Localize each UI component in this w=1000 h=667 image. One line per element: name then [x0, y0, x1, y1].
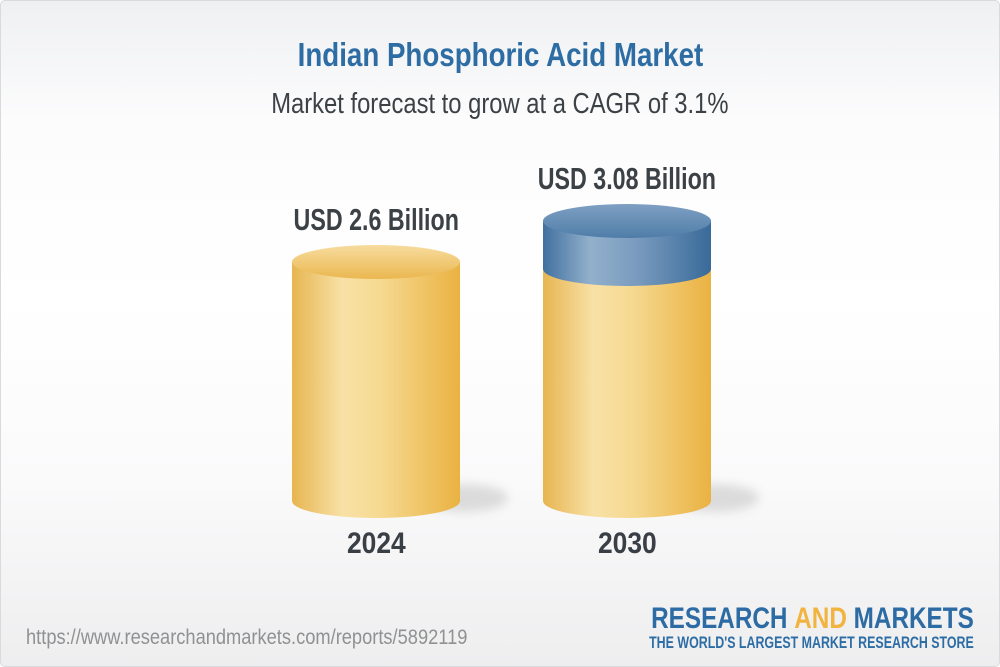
- cylinder-2024: [292, 245, 460, 518]
- research-and-markets-logo: RESEARCH AND MARKETS THE WORLD'S LARGEST…: [529, 602, 974, 652]
- cylinder-2024-body: [292, 262, 460, 518]
- cylinder-2030-growth-segment: [543, 221, 711, 286]
- cylinder-2030-base-segment: [543, 269, 711, 518]
- cylinder-2030: [543, 204, 711, 518]
- logo-wordmark: RESEARCH AND MARKETS: [614, 602, 974, 635]
- category-label-2030: 2030: [597, 527, 657, 560]
- page-title: Indian Phosphoric Acid Market: [1, 37, 999, 73]
- value-label-2024: USD 2.6 Billion: [293, 202, 459, 237]
- cylinder-2024-top: [292, 245, 460, 279]
- logo-word-markets: MARKETS: [853, 602, 974, 635]
- logo-word-and: AND: [794, 602, 848, 635]
- cylinder-2030-top: [543, 204, 711, 238]
- page-title-text: Indian Phosphoric Acid Market: [297, 36, 703, 73]
- page-subtitle-text: Market forecast to grow at a CAGR of 3.1…: [271, 88, 729, 120]
- page-subtitle: Market forecast to grow at a CAGR of 3.1…: [1, 87, 999, 121]
- logo-tagline: THE WORLD'S LARGEST MARKET RESEARCH STOR…: [649, 633, 974, 652]
- value-label-2030: USD 3.08 Billion: [537, 161, 717, 196]
- report-url: https://www.researchandmarkets.com/repor…: [26, 626, 468, 649]
- category-label-2024: 2024: [346, 527, 406, 560]
- logo-word-research: RESEARCH: [651, 602, 788, 635]
